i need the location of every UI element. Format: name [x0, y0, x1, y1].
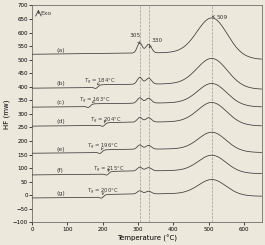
Text: $T_g$ = 184°C: $T_g$ = 184°C: [84, 77, 116, 87]
Text: (e): (e): [56, 147, 65, 152]
Y-axis label: HF (mw): HF (mw): [3, 99, 10, 129]
Text: $T_g$ = 215°C: $T_g$ = 215°C: [93, 164, 125, 175]
Text: Exo: Exo: [41, 11, 52, 16]
Text: (d): (d): [56, 120, 65, 124]
Text: $T_g$ = 163°C: $T_g$ = 163°C: [79, 96, 110, 106]
Text: $T_g$ = 200°C: $T_g$ = 200°C: [87, 186, 119, 196]
Text: (c): (c): [56, 100, 64, 105]
Text: $T_g$ = 196°C: $T_g$ = 196°C: [87, 142, 118, 152]
Text: 305: 305: [130, 33, 141, 44]
Text: (a): (a): [56, 48, 65, 53]
X-axis label: Temperature (°C): Temperature (°C): [117, 234, 177, 242]
Text: 509: 509: [212, 15, 228, 20]
Text: 330: 330: [149, 38, 163, 47]
Text: (f): (f): [56, 168, 63, 173]
Text: $T_g$ = 204°C: $T_g$ = 204°C: [90, 115, 121, 125]
Text: (b): (b): [56, 82, 65, 86]
Text: (g): (g): [56, 191, 65, 196]
